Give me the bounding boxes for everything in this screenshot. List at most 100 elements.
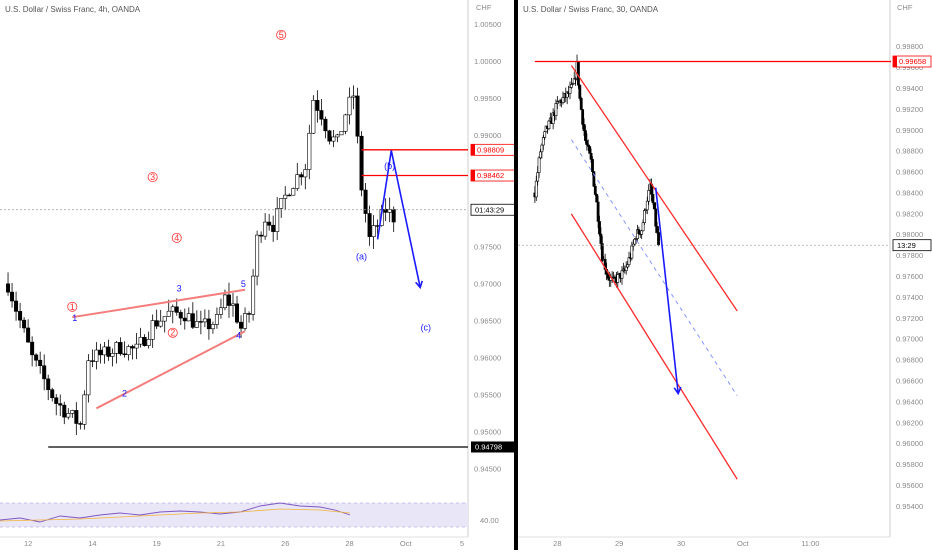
left-y-tick-label: 0.96500 [474, 316, 501, 325]
left-wave-circle [67, 301, 78, 312]
right-y-tick-label: 0.99800 [896, 42, 923, 51]
left-candle-body [287, 194, 292, 197]
left-candle-body [134, 343, 139, 349]
right-y-tick-label: 0.96400 [896, 397, 923, 406]
left-candle-body [235, 303, 240, 323]
right-candle-body [581, 109, 585, 125]
right-candle-body [652, 202, 656, 210]
left-channel-lower [95, 330, 246, 410]
left-y-tick-label: 0.95500 [474, 390, 501, 399]
left-wave-label: 4 [174, 233, 179, 243]
right-candle-body [561, 97, 565, 104]
right-y-tick-label: 0.99400 [896, 84, 923, 93]
left-candle-body [58, 403, 63, 406]
left-wave-label: (b) [384, 161, 395, 171]
left-candle-body [194, 321, 199, 328]
left-candle-body [367, 213, 372, 237]
left-wave-circle [171, 232, 182, 243]
left-projection-path [376, 150, 421, 288]
left-candle-body [359, 135, 364, 191]
left-candle-body [259, 234, 264, 237]
left-price-tag-label: 01:43:29 [475, 205, 504, 214]
right-candle-body [624, 266, 628, 271]
left-candle-body [6, 283, 11, 293]
right-candle-body [598, 221, 601, 235]
right-candle-body [568, 87, 572, 94]
left-candle-body [343, 114, 348, 132]
left-x-tick-label: 5 [460, 539, 464, 548]
left-candle-body [291, 188, 296, 196]
right-y-tick-label: 0.99200 [896, 105, 923, 114]
left-candle-body [102, 346, 107, 356]
left-candle-body [34, 354, 39, 361]
indicator-line [0, 502, 351, 523]
right-y-tick-label: 0.95600 [896, 481, 923, 490]
left-wave-label: 2 [170, 328, 175, 338]
right-x-tick-label: 30 [677, 539, 685, 548]
right-candle-body [554, 103, 558, 116]
left-x-tick-label: 26 [281, 539, 289, 548]
right-y-tick-label: 0.98800 [896, 147, 923, 156]
left-candle-body [50, 389, 55, 399]
left-candle-body [86, 360, 91, 396]
left-candle-body [319, 110, 324, 120]
right-channel-upper [570, 65, 738, 312]
left-price-tag-marker [471, 144, 475, 156]
right-y-tick-label: 0.98200 [896, 209, 923, 218]
left-price-tag-marker [471, 170, 475, 182]
left-candle-body [170, 306, 175, 312]
right-y-tick-label: 0.98400 [896, 188, 923, 197]
left-candle-body [30, 341, 35, 356]
right-candle-body [655, 225, 659, 233]
left-candle-body [130, 346, 135, 349]
right-y-tick-label: 0.95400 [896, 502, 923, 511]
right-candle-body [641, 222, 645, 232]
left-candle-body [206, 318, 211, 330]
left-candle-body [114, 342, 119, 354]
left-candle-body [331, 136, 336, 142]
left-candle-body [351, 95, 356, 98]
right-candle-body [579, 98, 583, 110]
right-candle-body [578, 84, 582, 99]
right-candle-body [570, 84, 573, 88]
right-candle-body [600, 243, 604, 261]
left-candle-body [158, 320, 163, 327]
right-y-tick-label: 0.99600 [896, 63, 923, 72]
left-candle-body [122, 353, 127, 356]
left-candle-body [247, 313, 252, 315]
right-candle-body [651, 194, 655, 203]
left-x-tick-label: 21 [217, 539, 225, 548]
right-chart[interactable]: 0.99800 0.99600 0.99400 0.99200 0.99000 0.988… [518, 0, 932, 548]
right-candle-body [596, 201, 600, 222]
left-candle-body [138, 336, 143, 345]
left-candle-body [186, 313, 191, 322]
right-x-tick-label: 28 [553, 539, 561, 548]
right-y-tick-label: 0.98000 [896, 230, 923, 239]
left-candle-body [46, 378, 51, 390]
right-candle-body [630, 245, 634, 259]
left-candle-body [174, 306, 179, 313]
right-y-tick-label: 0.96800 [896, 356, 923, 365]
left-drawings: 1 2 3 4 5 (b) (a) (c) 1 2 3 4 5 [0, 29, 468, 448]
left-y-tick-label: 0.97500 [474, 242, 501, 251]
right-currency-label: CHF [897, 3, 913, 12]
left-candle-body [146, 339, 151, 346]
left-wave-label: 4 [236, 331, 241, 341]
right-candle-body [593, 185, 597, 195]
right-candle-body [577, 61, 580, 86]
left-currency-label: CHF [476, 3, 492, 12]
right-y-tick-label: 0.98600 [896, 168, 923, 177]
left-y-tick-label: 0.96000 [474, 353, 501, 362]
right-candle-body [543, 131, 547, 138]
left-candle-body [243, 313, 248, 329]
left-candle-body [251, 275, 256, 315]
left-candle-body [222, 294, 227, 309]
left-candle-body [98, 349, 103, 356]
left-candle-body [347, 96, 352, 116]
left-wave-label: 2 [122, 388, 127, 398]
left-candle-body [303, 169, 308, 178]
right-candle-body [541, 137, 545, 146]
right-candle-body [626, 264, 630, 268]
